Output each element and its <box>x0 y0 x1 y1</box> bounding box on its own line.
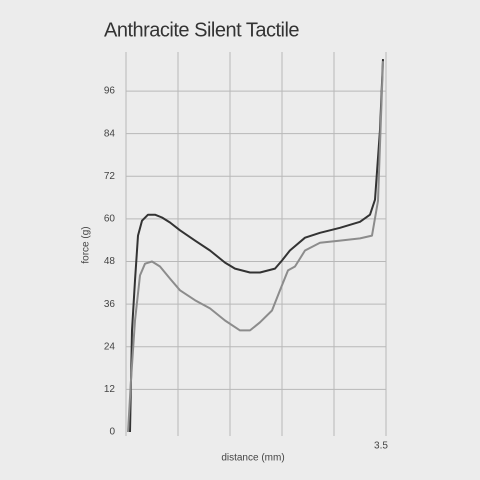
chart-title: Anthracite Silent Tactile <box>104 19 299 41</box>
y-tick-label: 48 <box>104 256 116 267</box>
y-tick-label: 12 <box>104 384 116 395</box>
y-tick-label: 72 <box>104 171 116 182</box>
force-curve <box>129 59 384 433</box>
y-tick-label: 0 <box>109 427 115 438</box>
y-tick-label: 84 <box>104 128 116 139</box>
y-tick-label: 24 <box>104 341 116 352</box>
y-tick-label: 60 <box>104 214 116 225</box>
x-axis-label: distance (mm) <box>221 453 284 464</box>
y-axis-label: force (g) <box>81 226 92 263</box>
y-tick-label: 96 <box>104 86 116 97</box>
x-tick-label: 3.5 <box>374 441 388 452</box>
y-tick-label: 36 <box>104 299 116 310</box>
force-curve <box>127 61 384 433</box>
